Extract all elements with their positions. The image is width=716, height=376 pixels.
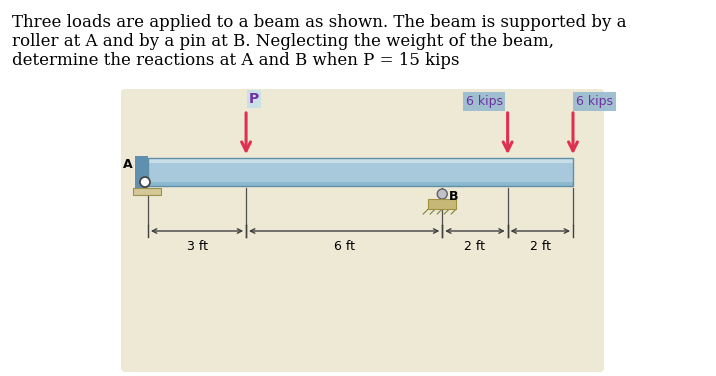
Bar [135,156,148,188]
Text: B: B [449,190,459,203]
Text: 6 kips: 6 kips [465,95,503,108]
Text: Three loads are applied to a beam as shown. The beam is supported by a: Three loads are applied to a beam as sho… [12,14,626,31]
Bar [133,188,161,195]
Text: determine the reactions at A and B when P = 15 kips: determine the reactions at A and B when … [12,52,460,69]
Bar [428,199,456,209]
Circle shape [437,189,448,199]
Text: 2 ft: 2 ft [530,240,551,253]
Text: A: A [123,158,133,171]
Bar [148,158,573,186]
Circle shape [140,177,150,187]
Bar [148,158,573,186]
FancyBboxPatch shape [121,89,604,372]
Text: roller at A and by a pin at B. Neglecting the weight of the beam,: roller at A and by a pin at B. Neglectin… [12,33,554,50]
Text: 3 ft: 3 ft [187,240,208,253]
Text: 6 ft: 6 ft [334,240,354,253]
Text: 6 kips: 6 kips [576,95,613,108]
Bar [148,182,573,186]
Text: P: P [249,92,259,106]
Text: 2 ft: 2 ft [465,240,485,253]
Bar [148,158,573,163]
